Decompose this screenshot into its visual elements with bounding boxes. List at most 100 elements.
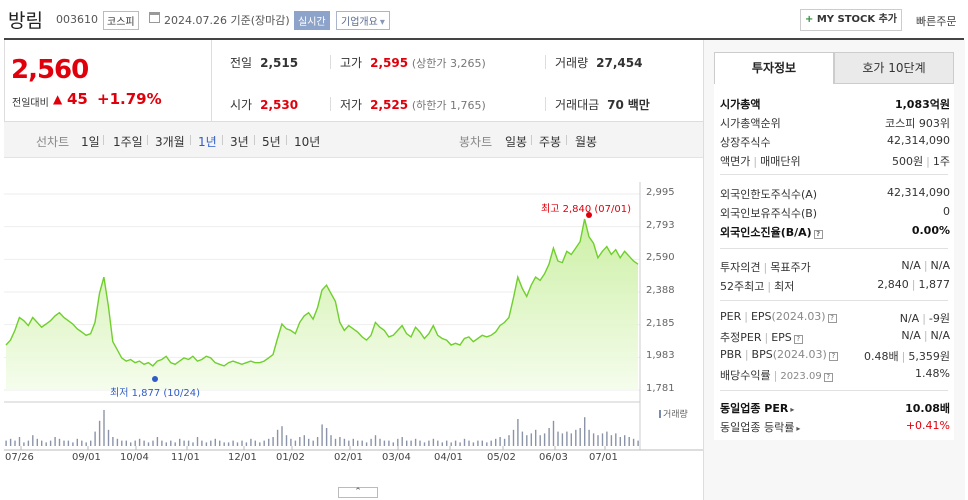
volume-bar [147, 442, 150, 446]
divider [566, 135, 567, 145]
dividend-period: 2023.09 [780, 371, 822, 382]
tab-daily-candle[interactable]: 일봉 [505, 135, 528, 149]
volume-bar [170, 440, 172, 446]
bps-label: BPS [751, 348, 773, 361]
volume-bar [14, 440, 16, 446]
realtime-button[interactable]: 실시간 [294, 11, 330, 30]
volume-bar [352, 438, 354, 446]
volume-bar [27, 440, 30, 446]
volume-bar [165, 442, 167, 446]
volume-bar [227, 442, 230, 446]
stat-high: 고가 2,595 (상한가 3,265) [340, 54, 486, 71]
volume-bar [250, 438, 252, 446]
volume-bars [5, 410, 639, 446]
tab-10year[interactable]: 10년 [294, 135, 321, 149]
low-label: 최저 1,877 (10/24) [110, 388, 201, 399]
add-mystock-button[interactable]: + MY STOCK 추가 [800, 9, 902, 31]
collapse-chart-button[interactable]: ⌃ [338, 487, 378, 498]
opinion-label: 투자의견 [720, 261, 761, 274]
volume-bar [214, 438, 216, 446]
help-icon[interactable]: ? [793, 335, 803, 344]
volume-bar [9, 438, 12, 446]
volume-bar [232, 440, 234, 446]
volume-bar [67, 440, 70, 446]
volume-bar [348, 440, 350, 446]
volume-bar [463, 438, 466, 446]
divider [545, 97, 546, 111]
company-overview-dropdown[interactable]: 기업개요 ▾ [336, 11, 390, 30]
y-tick-label: 2,995 [646, 187, 675, 198]
quick-order-link[interactable]: 빠른주문 [916, 15, 957, 28]
tab-1day[interactable]: 1일 [81, 135, 100, 149]
volume-bar [58, 438, 61, 446]
volume-bar [374, 435, 377, 446]
volume-bar [343, 438, 346, 446]
x-tick-label: 05/02 [487, 452, 516, 463]
volume-bar [263, 440, 265, 446]
volume-bar [187, 440, 190, 446]
tab-3year[interactable]: 3년 [230, 135, 249, 149]
company-overview-label: 기업개요 [341, 17, 378, 28]
tab-5year[interactable]: 5년 [262, 135, 281, 149]
volume-bar [281, 426, 283, 446]
volume-bar [103, 410, 105, 446]
volume-bar [530, 433, 532, 446]
tab-order-book[interactable]: 호가 10단계 [834, 52, 954, 84]
volume-bar [116, 438, 119, 446]
volume-bar [601, 433, 604, 446]
volume-bar [610, 435, 613, 446]
volume-bar [143, 440, 145, 446]
volume-bar [481, 440, 483, 446]
volume-bar [579, 428, 581, 446]
volume-bar [388, 440, 390, 446]
help-icon[interactable]: ? [823, 373, 833, 382]
low-value: 2,525 [370, 98, 409, 112]
tab-invest-info[interactable]: 투자정보 [714, 52, 834, 84]
volume-bar [259, 442, 261, 446]
volume-bar [308, 438, 310, 446]
volume-bar [152, 440, 154, 446]
volume-bar [397, 438, 399, 446]
tab-monthly-candle[interactable]: 월봉 [575, 135, 598, 149]
sector-per-label[interactable]: 동일업종 PER [720, 402, 789, 415]
volume-bar [36, 438, 38, 446]
tab-1year[interactable]: 1년 [198, 135, 217, 149]
volume-bar [5, 440, 7, 446]
eps-value: -9원 [928, 312, 950, 325]
high-label: 고가 [340, 56, 363, 70]
volume-bar [414, 438, 417, 446]
shares-value: 42,314,090 [887, 134, 950, 147]
up-triangle-icon: ▲ [53, 92, 63, 106]
volume-bar [85, 442, 87, 446]
y-tick-label: 2,590 [646, 252, 675, 264]
unit-value: 1주 [932, 155, 950, 168]
volume-bar [499, 437, 501, 446]
volume-bar [512, 429, 515, 446]
upper-limit: (상한가 3,265) [411, 57, 486, 70]
help-icon[interactable]: ? [813, 230, 823, 239]
high-value: 2,595 [370, 56, 409, 70]
price-chart[interactable]: 2,995 2,793 2,590 2,388 2,185 1,983 1,781 07/2… [4, 158, 703, 500]
help-icon[interactable]: ? [828, 352, 838, 361]
volume-bar [236, 442, 239, 446]
low-label: 저가 [340, 98, 363, 112]
volume-bar [401, 437, 403, 446]
volume-bar [325, 428, 328, 446]
volume-bar [130, 442, 132, 446]
volume-bar [548, 428, 550, 446]
stat-prev: 전일 2,515 [230, 54, 298, 71]
tab-weekly-candle[interactable]: 주봉 [539, 135, 562, 149]
volume-bar [72, 442, 74, 446]
help-icon[interactable]: ? [827, 314, 837, 323]
volume-bar [98, 420, 101, 446]
volume-bar [432, 438, 435, 446]
tab-3month[interactable]: 3개월 [155, 135, 185, 149]
volume-bar [32, 435, 34, 446]
sector-rate-label[interactable]: 동일업종 등락률 [720, 421, 795, 434]
volume-bar [606, 431, 608, 446]
tab-1week[interactable]: 1주일 [113, 135, 143, 149]
volume-bar [294, 440, 297, 446]
volume-bar [183, 440, 185, 446]
volume-bar [210, 440, 212, 446]
volume-bar [570, 433, 572, 446]
